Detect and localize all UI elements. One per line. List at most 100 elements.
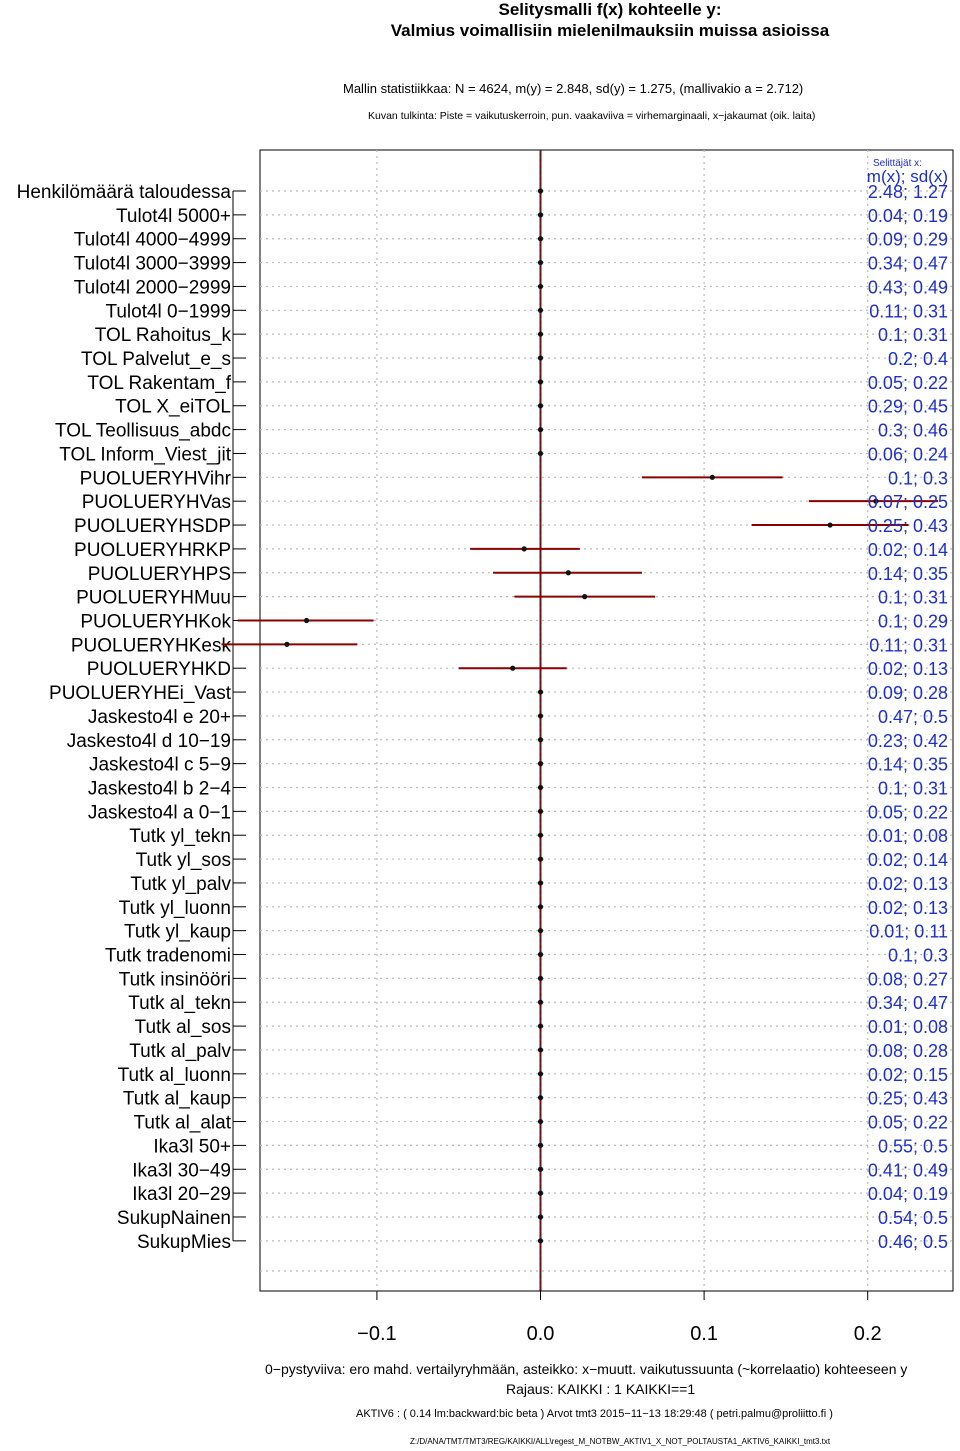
row-stats: 0.23; 0.42 (868, 731, 948, 751)
coefficient-point (537, 259, 544, 266)
row-label: Jaskesto4l d 10−19 (67, 731, 231, 752)
footer-filter: Rajaus: KAIKKI : 1 KAIKKI==1 (506, 1381, 696, 1397)
coefficient-point (565, 570, 571, 576)
row-label: PUOLUERYHKok (80, 611, 231, 632)
row-label: PUOLUERYHMuu (76, 588, 231, 609)
row-label: Jaskesto4l e 20+ (88, 707, 231, 728)
coefficient-point (537, 761, 544, 767)
row-label: Tulot4l 4000−4999 (74, 230, 231, 251)
plot-frame (259, 149, 954, 1292)
coefficient-point (537, 713, 544, 719)
row-stats: 0.1; 0.31 (878, 325, 948, 345)
row-stats: 0.04; 0.19 (868, 1184, 948, 1204)
row-stats: 0.46; 0.5 (878, 1232, 948, 1252)
coefficient-point (873, 498, 879, 504)
stats-header-small: Selittäjät x: (873, 158, 922, 169)
row-label: TOL X_eiTOL (115, 397, 231, 418)
coefficient-point (537, 236, 544, 242)
row-stats: 0.09; 0.29 (868, 230, 948, 250)
coefficient-point (827, 522, 833, 528)
row-label: Tutk yl_tekn (129, 826, 231, 847)
coefficient-point (537, 951, 544, 958)
coefficient-point (537, 283, 544, 290)
x-tick-label: 0.0 (527, 1323, 555, 1345)
coefficient-point (537, 188, 544, 194)
coefficient-point (537, 975, 544, 981)
coefficient-point (537, 212, 544, 218)
x-tick-label: −0.1 (357, 1323, 396, 1345)
coefficient-point (537, 1214, 544, 1220)
row-stats: 0.41; 0.49 (868, 1160, 948, 1180)
row-label: Ika3l 50+ (153, 1136, 231, 1157)
coefficient-point (537, 331, 544, 337)
row-stats: 0.1; 0.31 (878, 588, 948, 608)
coefficient-point (537, 880, 544, 886)
footer-model-info: AKTIV6 : ( 0.14 lm:backward:bic beta ) A… (356, 1408, 833, 1420)
row-label: PUOLUERYHSDP (74, 516, 231, 537)
row-stats: 0.11; 0.31 (869, 635, 948, 655)
coefficient-point (537, 1023, 544, 1029)
row-stats: 0.54; 0.5 (878, 1208, 948, 1228)
row-stats: 0.55; 0.5 (878, 1136, 948, 1156)
reading-instructions: Kuvan tulkinta: Piste = vaikutuskerroin,… (368, 110, 816, 122)
row-stats: 0.01; 0.11 (869, 922, 948, 942)
row-stats: 0.02; 0.13 (868, 874, 948, 894)
row-label: PUOLUERYHKD (87, 659, 231, 680)
row-label: PUOLUERYHRKP (74, 540, 231, 561)
row-stats: 0.34; 0.47 (868, 254, 948, 274)
row-label: Tutk yl_luonn (119, 898, 231, 919)
row-stats: 0.04; 0.19 (868, 206, 948, 226)
coefficient-point (510, 665, 516, 671)
coefficient-point (537, 427, 544, 433)
coefficient-point (537, 1071, 544, 1077)
row-label: Jaskesto4l b 2−4 (88, 779, 232, 800)
row-label: Tutk al_sos (135, 1017, 231, 1038)
row-label: PUOLUERYHVihr (80, 468, 232, 489)
coefficient-point (537, 928, 544, 934)
row-label: Tutk al_alat (133, 1113, 231, 1134)
row-stats: 0.29; 0.45 (868, 397, 948, 417)
row-stats: 0.25; 0.43 (868, 1089, 948, 1109)
row-stats: 0.3; 0.46 (878, 421, 948, 441)
row-stats: 0.01; 0.08 (868, 1017, 948, 1037)
row-stats: 0.02; 0.14 (868, 540, 948, 560)
row-label: Ika3l 20−29 (132, 1184, 231, 1205)
coefficient-point (537, 737, 544, 743)
row-label: Tulot4l 5000+ (116, 206, 231, 227)
row-stats: 0.14; 0.35 (868, 564, 948, 584)
row-stats: 0.07; 0.25 (868, 492, 948, 512)
row-stats: 0.09; 0.28 (868, 683, 948, 703)
stats-header: m(x); sd(x) (867, 167, 948, 186)
row-stats: 0.02; 0.14 (868, 850, 948, 870)
chart-title-line1: Selitysmalli f(x) kohteelle y: (498, 0, 722, 19)
row-label: Tutk yl_sos (136, 850, 231, 871)
coefficient-point (537, 379, 544, 385)
row-stats: 0.05; 0.22 (868, 802, 948, 822)
row-label: SukupNainen (117, 1208, 231, 1229)
row-label: TOL Rahoitus_k (95, 325, 232, 346)
row-label: Tutk al_kaup (123, 1089, 231, 1110)
row-stats: 0.02; 0.13 (868, 898, 948, 918)
coefficient-point (537, 832, 544, 838)
row-stats: 0.02; 0.13 (868, 659, 948, 679)
coefficient-point (582, 594, 588, 600)
coefficient-point (537, 1142, 544, 1148)
coefficient-point (537, 450, 544, 457)
coefficient-point (521, 546, 527, 552)
row-stats: 0.2; 0.4 (888, 349, 948, 369)
row-label: Tutk yl_kaup (124, 922, 231, 943)
row-stats: 2.48; 1.27 (868, 182, 948, 202)
row-label: Henkilömäärä taloudessa (17, 182, 232, 203)
row-stats: 0.08; 0.28 (868, 1041, 948, 1061)
row-stats: 0.05; 0.22 (868, 1113, 948, 1133)
coefficient-point (537, 856, 544, 862)
row-label: Jaskesto4l a 0−1 (88, 802, 231, 823)
model-statistics: Mallin statistiikkaa: N = 4624, m(y) = 2… (343, 81, 804, 96)
row-label: TOL Rakentam_f (87, 373, 231, 394)
row-label: PUOLUERYHVas (82, 492, 231, 513)
row-stats: 0.05; 0.22 (868, 373, 948, 393)
row-label: Tulot4l 2000−2999 (74, 277, 231, 298)
chart-title-line2: Valmius voimallisiin mielenilmauksiin mu… (390, 21, 830, 40)
coefficient-point (537, 307, 544, 313)
